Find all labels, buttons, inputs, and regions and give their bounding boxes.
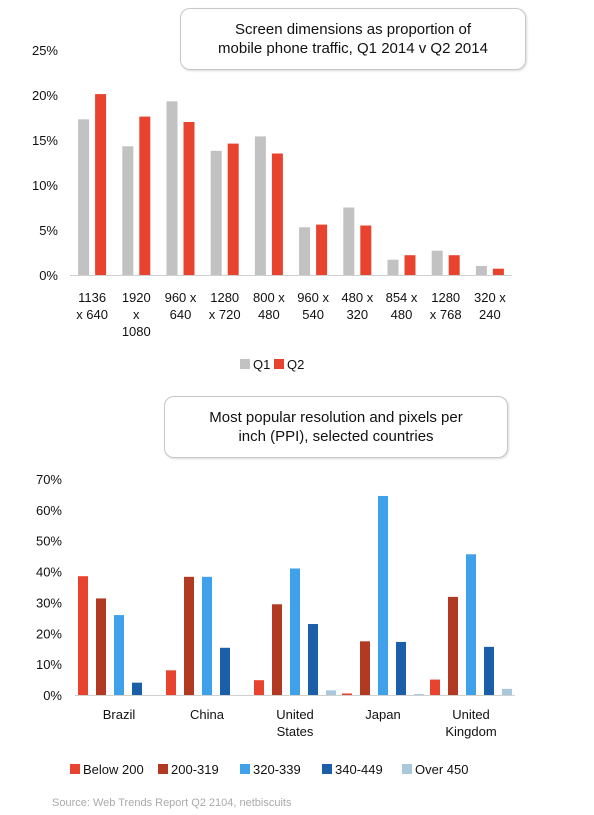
chart2-category-label: Brazil bbox=[103, 707, 136, 722]
chart1-category-label: 800 x 480 bbox=[253, 290, 285, 322]
chart2-svg: 0% 10% 20% 30% 40% 50% 60% 70% Brazil China United… bbox=[36, 472, 515, 777]
chart2-bar bbox=[184, 576, 194, 695]
chart2-bar bbox=[132, 682, 142, 695]
chart2-bar bbox=[254, 680, 264, 695]
chart1-category-label: 480 x 320 bbox=[341, 290, 373, 322]
chart2-bar bbox=[414, 694, 424, 695]
chart1-y-tick-label: 0% bbox=[39, 268, 58, 283]
chart2-bar bbox=[430, 679, 440, 695]
chart2-bar bbox=[308, 624, 318, 695]
chart1-category-label: 1920 x 1080 bbox=[122, 290, 151, 339]
chart2-bar bbox=[378, 495, 388, 695]
chart1-bar bbox=[227, 143, 239, 275]
chart2-bar bbox=[466, 554, 476, 695]
chart1-category-label: 1280 x 768 bbox=[430, 290, 462, 322]
chart2-y-tick-label: 20% bbox=[36, 626, 62, 641]
chart2-title-line1: Most popular resolution and pixels per bbox=[209, 409, 463, 426]
resolution-ppi-chart: 0% 10% 20% 30% 40% 50% 60% 70% Brazil China United… bbox=[0, 385, 594, 785]
chart1-bar bbox=[360, 225, 372, 275]
chart1-category-label: 960 x 640 bbox=[165, 290, 197, 322]
chart1-bar bbox=[299, 227, 311, 275]
chart2-legend-label: 200-319 bbox=[171, 762, 219, 777]
chart2-category-label: China bbox=[190, 707, 225, 722]
chart1-y-tick-label: 15% bbox=[32, 133, 58, 148]
chart1-category-label: 1136 x 640 bbox=[76, 290, 108, 322]
chart2-bar bbox=[326, 690, 336, 695]
chart2-bar bbox=[342, 693, 352, 695]
chart1-bar bbox=[448, 255, 460, 275]
chart2-bar bbox=[96, 598, 106, 695]
chart2-y-tick-label: 50% bbox=[36, 534, 62, 549]
chart2-bar bbox=[502, 688, 512, 695]
chart1-bar bbox=[95, 94, 107, 275]
chart1-category-label: 854 x 480 bbox=[386, 290, 418, 322]
chart1-bar bbox=[78, 119, 90, 275]
source-note: Source: Web Trends Report Q2 2104, netbi… bbox=[52, 797, 292, 809]
chart1-category-label: 960 x 540 bbox=[297, 290, 329, 322]
chart2-title: Most popular resolution and pixels per i… bbox=[164, 396, 508, 458]
chart1-bar bbox=[183, 122, 195, 275]
chart1-bar bbox=[271, 153, 283, 275]
chart1-legend-label: Q2 bbox=[287, 357, 304, 372]
chart1-category-label: 320 x 240 bbox=[474, 290, 506, 322]
chart1-bar bbox=[343, 207, 355, 275]
chart1-bar bbox=[139, 116, 151, 275]
chart1-title-line1: Screen dimensions as proportion of bbox=[235, 21, 471, 38]
chart2-legend-label: Below 200 bbox=[83, 762, 144, 777]
chart1-y-tick-label: 25% bbox=[32, 43, 58, 58]
chart2-legend-swatch bbox=[322, 764, 332, 774]
chart2-bar bbox=[360, 641, 370, 695]
chart2-bar bbox=[448, 596, 458, 695]
chart1-bar bbox=[316, 224, 328, 275]
chart1-bar bbox=[210, 150, 222, 275]
chart2-y-tick-label: 70% bbox=[36, 472, 62, 487]
chart2-bar bbox=[114, 615, 124, 695]
chart2-legend-swatch bbox=[402, 764, 412, 774]
chart2-y-tick-label: 0% bbox=[43, 688, 62, 703]
chart2-legend-label: Over 450 bbox=[415, 762, 468, 777]
chart2-legend-label: 340-449 bbox=[335, 762, 383, 777]
chart1-title-line2: mobile phone traffic, Q1 2014 v Q2 2014 bbox=[218, 40, 488, 57]
chart1-legend-swatch bbox=[240, 359, 250, 369]
chart2-legend-swatch bbox=[240, 764, 250, 774]
chart2-bar bbox=[396, 641, 406, 695]
chart2-bar bbox=[484, 646, 494, 695]
chart2-bar bbox=[78, 576, 88, 695]
chart2-bar bbox=[272, 604, 282, 695]
chart2-bar bbox=[220, 647, 230, 695]
chart1-legend-swatch bbox=[274, 359, 284, 369]
chart2-bar bbox=[202, 576, 212, 695]
chart1-legend-label: Q1 bbox=[253, 357, 270, 372]
chart1-bar bbox=[254, 136, 266, 275]
chart2-y-tick-label: 10% bbox=[36, 657, 62, 672]
chart1-bar bbox=[492, 268, 504, 275]
chart1-y-tick-label: 20% bbox=[32, 88, 58, 103]
chart2-category-label: Japan bbox=[365, 707, 400, 722]
chart2-legend-swatch bbox=[70, 764, 80, 774]
chart2-category-label: United States bbox=[276, 707, 314, 739]
chart2-legend-label: 320-339 bbox=[253, 762, 301, 777]
chart1-bar bbox=[404, 255, 416, 275]
chart2-y-tick-label: 60% bbox=[36, 503, 62, 518]
chart2-bar bbox=[290, 568, 300, 695]
chart1-y-tick-label: 5% bbox=[39, 223, 58, 238]
chart1-category-label: 1280 x 720 bbox=[209, 290, 241, 322]
chart1-y-tick-label: 10% bbox=[32, 178, 58, 193]
chart1-bar bbox=[387, 259, 399, 275]
chart1-bar bbox=[431, 250, 443, 275]
chart2-bar bbox=[166, 670, 176, 695]
chart2-y-tick-label: 30% bbox=[36, 595, 62, 610]
chart1-title: Screen dimensions as proportion of mobil… bbox=[180, 8, 526, 70]
chart2-title-line2: inch (PPI), selected countries bbox=[238, 428, 434, 445]
chart2-legend-swatch bbox=[158, 764, 168, 774]
chart2-category-label: United Kingdom bbox=[445, 707, 496, 739]
chart1-bar bbox=[166, 101, 178, 275]
chart1-bar bbox=[122, 146, 134, 275]
chart1-bar bbox=[475, 266, 487, 275]
chart2-y-tick-label: 40% bbox=[36, 565, 62, 580]
